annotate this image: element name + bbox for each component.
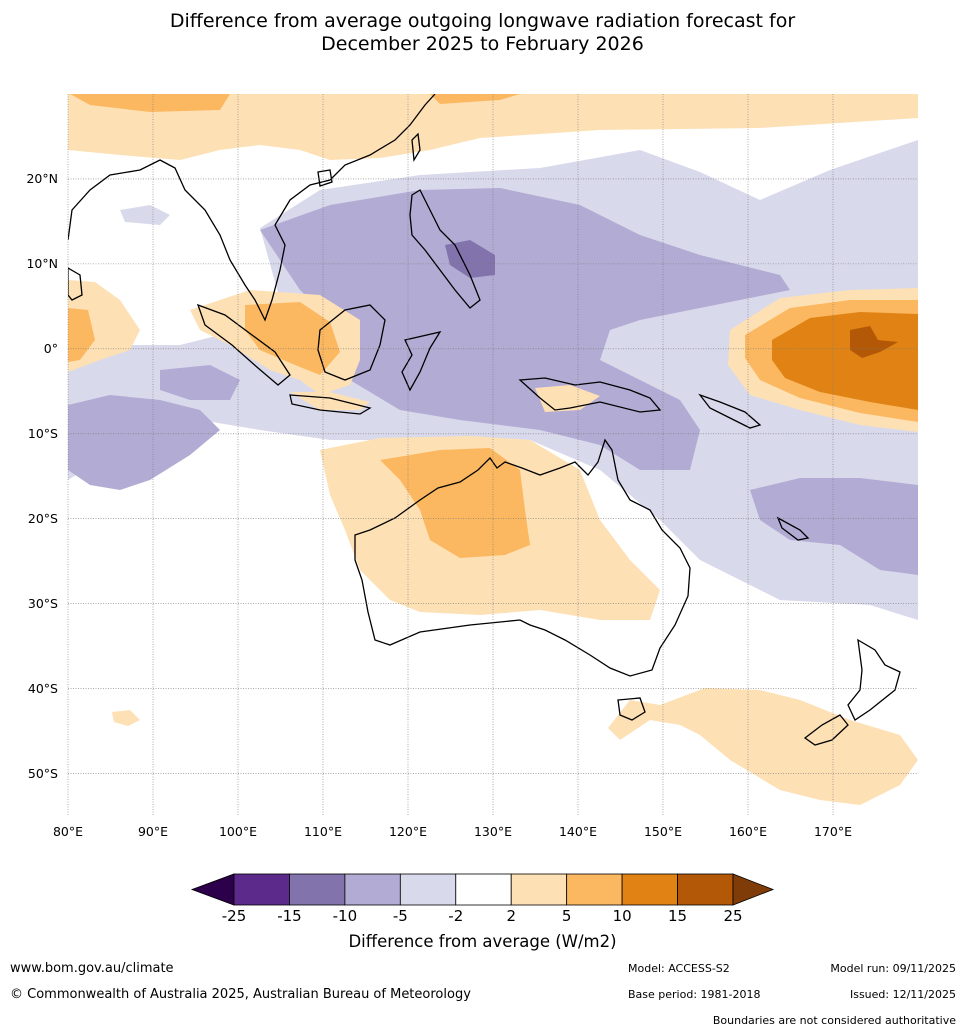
longitude-label: 90°E: [137, 824, 169, 839]
latitude-label: 10°N: [26, 255, 58, 271]
latitude-label: 20°S: [27, 510, 58, 526]
copyright: © Commonwealth of Australia 2025, Austra…: [10, 987, 471, 1002]
anomaly-patch: [112, 710, 140, 726]
anomaly-patch: [68, 308, 95, 362]
coastline-solomons: [698, 393, 762, 429]
latitude-label: 30°S: [27, 595, 58, 611]
coastline-sulawesi: [401, 331, 442, 392]
longitude-label: 140°E: [558, 824, 597, 839]
anomaly-patch: [68, 395, 220, 490]
colorbar-tick-label: 25: [723, 907, 743, 925]
coastline-philippines: [409, 189, 481, 309]
colorbar-under-arrow: [190, 873, 235, 906]
coastline-new-zealand-north: [847, 638, 901, 721]
anomaly-patch: [750, 478, 918, 575]
colorbar-tick-label: -5: [392, 907, 408, 925]
negative-anomaly-core: [260, 188, 790, 470]
colorbar-tick-label: -25: [221, 907, 247, 925]
anomaly-patch: [70, 94, 230, 112]
website-link[interactable]: www.bom.gov.au/climate: [10, 961, 174, 976]
colorbar-tick-label: -10: [332, 907, 358, 925]
colorbar-label: Difference from average (W/m2): [348, 932, 617, 951]
coastline-new-zealand-south: [803, 714, 849, 746]
longitude-label: 110°E: [303, 824, 342, 839]
chart-title: Difference from average outgoing longwav…: [0, 10, 965, 56]
colorbar-segment: [677, 873, 734, 906]
colorbar-segment: [510, 873, 568, 906]
base-period: Base period: 1981-2018: [628, 988, 761, 1001]
title-line-1: Difference from average outgoing longwav…: [169, 10, 796, 32]
colorbar-tick-label: 2: [506, 907, 516, 925]
longitude-label: 80°E: [52, 824, 84, 839]
colorbar-segment: [399, 873, 457, 906]
latitude-label: 40°S: [27, 680, 58, 696]
colorbar-segment: [455, 873, 512, 906]
anomaly-patch: [245, 302, 340, 375]
latitude-label: 10°S: [27, 425, 58, 441]
coastline-mainland-asia: [68, 94, 436, 322]
colorbar-tick-label: 15: [668, 907, 688, 925]
coastline-sumatra: [196, 303, 291, 386]
coastline-java: [289, 394, 372, 415]
anomaly-patch: [380, 448, 530, 558]
longitude-label: 170°E: [813, 824, 852, 839]
strong-positive-anomaly: [850, 326, 898, 358]
colorbar-segment: [344, 873, 401, 906]
longitude-label: 130°E: [473, 824, 512, 839]
colorbar-segment: [233, 873, 290, 906]
issued-date: Issued: 12/11/2025: [849, 988, 956, 1001]
graticule: [67, 94, 918, 816]
longitude-label: 150°E: [643, 824, 682, 839]
colorbar: [190, 873, 775, 906]
anomaly-patch: [120, 205, 170, 225]
latitude-label: 50°S: [27, 765, 58, 781]
anomaly-patch: [772, 312, 918, 410]
coastlines: [68, 94, 901, 746]
positive-anomaly-nz: [608, 688, 918, 805]
longitude-label: 120°E: [388, 824, 427, 839]
coastline-australia: [354, 438, 691, 677]
coastline-borneo: [317, 304, 386, 381]
colorbar-segment: [289, 873, 346, 906]
model-name: Model: ACCESS-S2: [628, 962, 730, 975]
colorbar-tick-label: 10: [612, 907, 632, 925]
longitude-label: 160°E: [728, 824, 767, 839]
latitude-label: 0°: [43, 340, 58, 356]
coastline-sri-lanka: [68, 267, 83, 301]
colorbar-segment: [621, 873, 678, 906]
coastline-new-guinea: [518, 377, 662, 413]
coastline-hainan: [317, 169, 333, 187]
anomaly-patch: [160, 365, 240, 400]
latitude-label: 20°N: [26, 170, 58, 186]
longitude-label: 100°E: [218, 824, 257, 839]
colorbar-over-arrow: [732, 873, 775, 906]
coastline-new-caledonia: [776, 516, 810, 541]
disclaimer: Boundaries are not considered authoritat…: [712, 1014, 956, 1027]
model-run: Model run: 09/11/2025: [830, 962, 956, 975]
colorbar-tick-label: -2: [448, 907, 464, 925]
colorbar-tick-label: -15: [277, 907, 302, 925]
colorbar-tick-label: 5: [561, 907, 572, 925]
anomaly-patch: [430, 94, 520, 104]
title-line-2: December 2025 to February 2026: [321, 33, 644, 55]
coastline-tasmania: [617, 697, 646, 721]
colorbar-segment: [566, 873, 623, 906]
coastline-taiwan: [411, 132, 421, 163]
